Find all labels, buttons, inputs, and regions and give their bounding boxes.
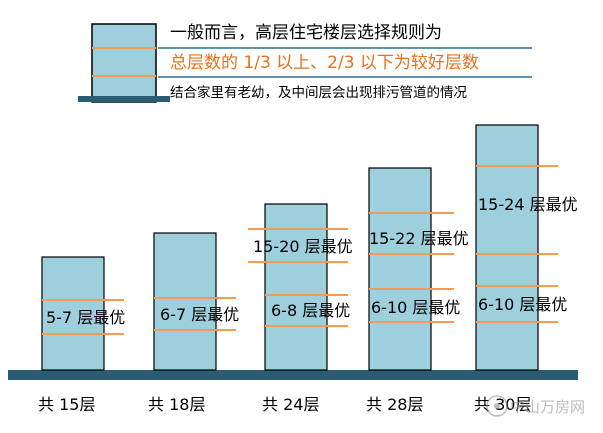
zone-label-lower: 6-10 层最优: [371, 298, 460, 317]
building-18: 6-7 层最优 共 18层: [148, 232, 239, 414]
zone-label-lower: 6-8 层最优: [271, 301, 350, 320]
building-15: 5-7 层最优 共 15层: [38, 256, 125, 414]
watermark: 中山万房网: [486, 395, 585, 417]
ground-bar: [8, 370, 578, 380]
building-30: 15-24 层最优 6-10 层最优 共 30层: [474, 124, 578, 414]
zone-label-lower: 6-10 层最优: [478, 295, 567, 314]
zone-label-upper: 15-22 层最优: [369, 229, 469, 248]
legend-building-icon: [91, 23, 157, 103]
legend-line-1: 一般而言，高层住宅楼层选择规则为: [170, 23, 442, 43]
legend-line-3: 结合家里有老幼，及中间层会出现排污管道的情况: [170, 84, 467, 101]
building-body: [475, 124, 539, 371]
building-body: [368, 167, 432, 371]
total-floors-label: 共 28层: [366, 395, 423, 414]
watermark-logo-icon: [486, 395, 508, 417]
total-floors-label: 共 15层: [38, 395, 95, 414]
building-body: [153, 232, 217, 371]
legend-ground: [78, 96, 170, 102]
zone-label-upper: 15-24 层最优: [478, 195, 578, 214]
total-floors-label: 共 18层: [148, 395, 205, 414]
legend: 一般而言，高层住宅楼层选择规则为 总层数的 1/3 以上、2/3 以下为较好层数…: [78, 23, 532, 103]
watermark-logo-dot: [494, 403, 500, 409]
building-24: 15-20 层最优 6-8 层最优 共 24层: [248, 203, 353, 414]
total-floors-label: 共 24层: [262, 395, 319, 414]
building-28: 15-22 层最优 6-10 层最优 共 28层: [366, 167, 469, 414]
legend-line-2: 总层数的 1/3 以上、2/3 以下为较好层数: [170, 53, 479, 73]
building-body: [41, 256, 105, 371]
zone-label-upper: 15-20 层最优: [253, 237, 353, 256]
watermark-text: 中山万房网: [510, 398, 585, 416]
zone-label: 6-7 层最优: [160, 305, 239, 324]
zone-label: 5-7 层最优: [46, 308, 125, 327]
building-body: [264, 203, 328, 371]
